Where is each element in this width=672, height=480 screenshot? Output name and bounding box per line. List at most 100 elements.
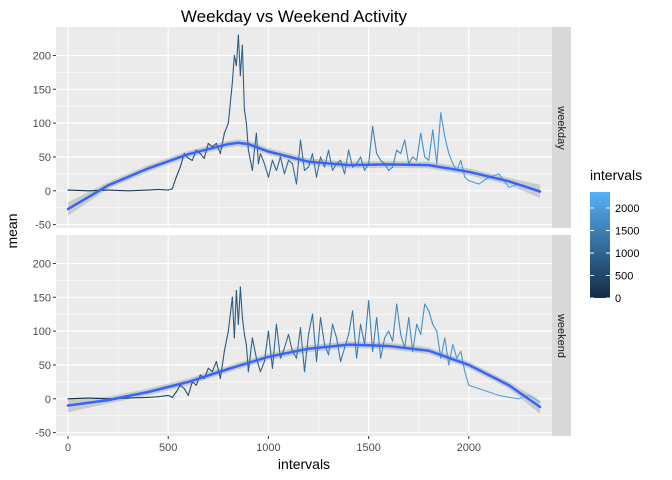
series-segment <box>456 350 462 359</box>
series-segment <box>295 139 302 185</box>
series-segment <box>444 136 450 155</box>
series-segment <box>303 166 310 172</box>
series-segment <box>147 396 159 398</box>
series-segment <box>219 132 225 155</box>
strip-background-weekday <box>552 27 571 228</box>
legend-tick-label: 1500 <box>615 225 639 237</box>
series-segment <box>175 384 181 393</box>
series-segment <box>227 81 233 124</box>
x-tick-label: 1000 <box>256 442 280 454</box>
series-segment <box>183 388 189 396</box>
series-segment <box>372 125 378 155</box>
y-tick-label: 50 <box>39 152 51 164</box>
series-segment <box>311 313 318 363</box>
y-tick-label: 200 <box>33 258 51 270</box>
series-segment <box>259 361 265 373</box>
series-segment <box>404 139 410 165</box>
legend-title: intervals <box>590 167 642 183</box>
series-segment <box>283 159 290 175</box>
series-segment <box>207 142 213 148</box>
series-segment <box>157 394 169 398</box>
legend-tick-label: 2000 <box>615 203 639 215</box>
series-segment <box>291 163 298 185</box>
series-segment <box>271 323 277 369</box>
series-segment <box>440 112 446 138</box>
series-segment <box>319 317 326 346</box>
legend-tick-label: 1000 <box>615 248 639 260</box>
series-segment <box>259 153 265 165</box>
series-segment <box>247 337 253 373</box>
series-segment <box>127 396 149 399</box>
legend-colorbar <box>590 192 610 298</box>
series-segment <box>263 330 269 363</box>
series-segment <box>187 381 193 396</box>
series-segment <box>478 388 490 393</box>
series-segment <box>468 180 480 185</box>
series-segment <box>380 337 386 359</box>
series-segment <box>478 176 490 185</box>
series-segment <box>448 344 454 366</box>
series-segment <box>211 361 217 373</box>
series-segment <box>251 337 257 359</box>
series-segment <box>327 149 334 172</box>
legend-tick-label: 0 <box>615 293 621 305</box>
series-segment <box>245 122 249 151</box>
series-segment <box>199 153 205 159</box>
series-segment <box>295 327 302 359</box>
series-segment <box>175 166 181 178</box>
series-segment <box>233 289 237 339</box>
y-tick-label: 0 <box>45 394 51 406</box>
series-segment <box>488 391 500 396</box>
series-segment <box>223 122 229 134</box>
x-tick-label: 2000 <box>457 442 481 454</box>
series-segment <box>241 317 245 336</box>
series-segment <box>251 149 255 172</box>
series-segment <box>448 153 454 165</box>
series-segment <box>452 344 458 359</box>
series-segment <box>400 139 406 155</box>
series-segment <box>247 149 251 161</box>
series-segment <box>340 159 346 175</box>
panel-background-weekend <box>56 235 552 436</box>
series-segment <box>344 149 350 175</box>
panel-weekday: weekday <box>56 27 571 228</box>
series-segment <box>241 44 245 111</box>
series-segment <box>416 323 422 336</box>
strip-background-weekend <box>552 235 571 436</box>
x-axis-ticks: 0 500 1000 1500 2000 <box>65 436 481 454</box>
series-segment <box>191 381 197 386</box>
series-segment <box>195 374 201 386</box>
series-segment <box>231 54 235 84</box>
series-segment <box>315 317 322 363</box>
x-tick-label: 1500 <box>356 442 380 454</box>
series-segment <box>275 323 282 359</box>
series-segment <box>508 396 520 400</box>
series-segment <box>67 397 89 400</box>
series-segment <box>432 323 438 332</box>
series-segment <box>237 286 241 325</box>
series-segment <box>239 286 243 319</box>
series-segment <box>360 323 366 346</box>
series-segment <box>257 153 261 165</box>
series-segment <box>227 296 233 332</box>
series-segment <box>275 156 282 172</box>
series-segment <box>235 289 239 325</box>
series-segment <box>348 310 354 336</box>
series-segment <box>147 188 159 191</box>
series-segment <box>388 166 394 172</box>
legend: intervals 0 500 1000 1500 2000 <box>590 167 642 305</box>
legend-ticks: 0 500 1000 1500 2000 <box>590 203 639 305</box>
series-segment <box>356 323 362 359</box>
panel-weekend: weekend <box>56 235 571 436</box>
series-segment <box>287 159 294 165</box>
series-segment <box>67 189 89 192</box>
series-segment <box>498 394 510 398</box>
series-segment <box>424 303 430 312</box>
y-tick-label: -50 <box>35 428 51 440</box>
series-segment <box>464 176 470 182</box>
series-segment <box>416 132 422 161</box>
series-segment <box>187 157 193 161</box>
series-segment <box>207 367 213 373</box>
series-segment <box>400 333 406 349</box>
